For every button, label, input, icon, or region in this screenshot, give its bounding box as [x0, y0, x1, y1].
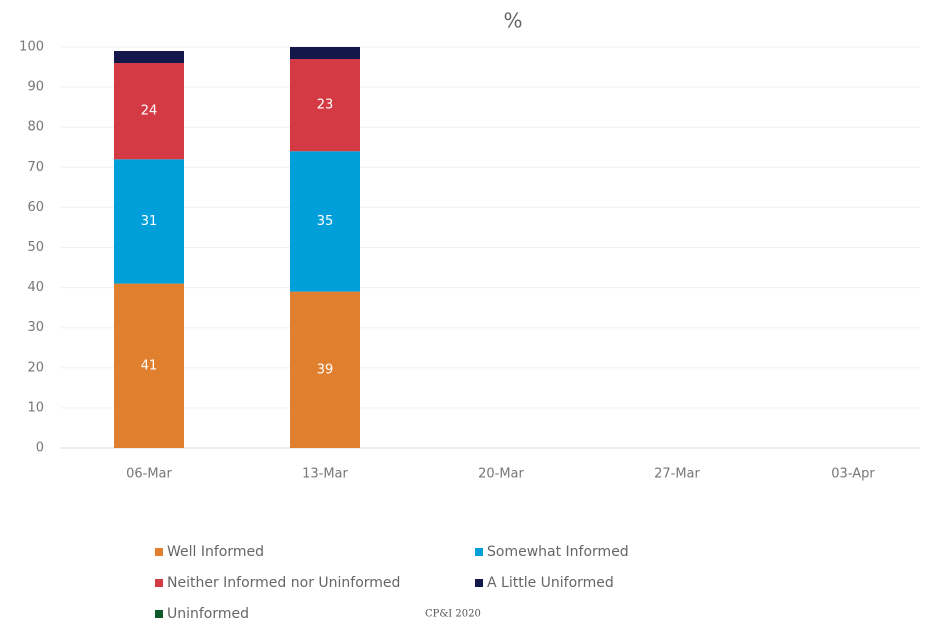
- data-label: 24: [141, 104, 158, 119]
- y-tick-label: 100: [19, 40, 44, 55]
- x-tick-label: 27-Mar: [654, 467, 700, 482]
- bar-segment: [290, 59, 360, 152]
- bar-segment: [290, 47, 360, 60]
- data-label: 31: [141, 214, 158, 229]
- legend-swatch: [155, 579, 163, 587]
- y-tick-label: 80: [27, 120, 44, 135]
- legend-label: Uninformed: [167, 606, 249, 622]
- bar-segment: [290, 151, 360, 292]
- x-tick-label: 03-Apr: [831, 467, 875, 482]
- x-tick-label: 20-Mar: [478, 467, 524, 482]
- data-label: 23: [317, 98, 334, 113]
- legend-swatch: [155, 610, 163, 618]
- data-label: 41: [141, 358, 158, 373]
- bar-segment: [114, 159, 184, 284]
- y-tick-label: 60: [27, 200, 44, 215]
- y-tick-label: 10: [27, 400, 44, 415]
- legend-label: Neither Informed nor Uninformed: [167, 575, 400, 591]
- legend-label: Well Informed: [167, 544, 264, 560]
- bar-segment: [114, 51, 184, 64]
- x-tick-label: 06-Mar: [126, 467, 172, 482]
- footnote: CP&I 2020: [425, 609, 481, 620]
- legend-swatch: [475, 579, 483, 587]
- legend-swatch: [475, 548, 483, 556]
- x-tick-label: 13-Mar: [302, 467, 348, 482]
- bar-segment: [114, 63, 184, 160]
- legend-swatch: [155, 548, 163, 556]
- bar-segment: [114, 283, 184, 448]
- legend-label: A Little Uniformed: [487, 575, 614, 591]
- y-tick-label: 70: [27, 160, 44, 175]
- y-tick-label: 50: [27, 240, 44, 255]
- data-label: 39: [317, 362, 334, 377]
- chart-title: %: [503, 9, 522, 33]
- y-tick-label: 40: [27, 280, 44, 295]
- y-tick-label: 90: [27, 80, 44, 95]
- bar-segment: [290, 291, 360, 448]
- y-tick-label: 20: [27, 360, 44, 375]
- legend-label: Somewhat Informed: [487, 544, 629, 560]
- y-tick-label: 0: [36, 441, 44, 456]
- data-label: 35: [317, 214, 334, 229]
- y-tick-label: 30: [27, 320, 44, 335]
